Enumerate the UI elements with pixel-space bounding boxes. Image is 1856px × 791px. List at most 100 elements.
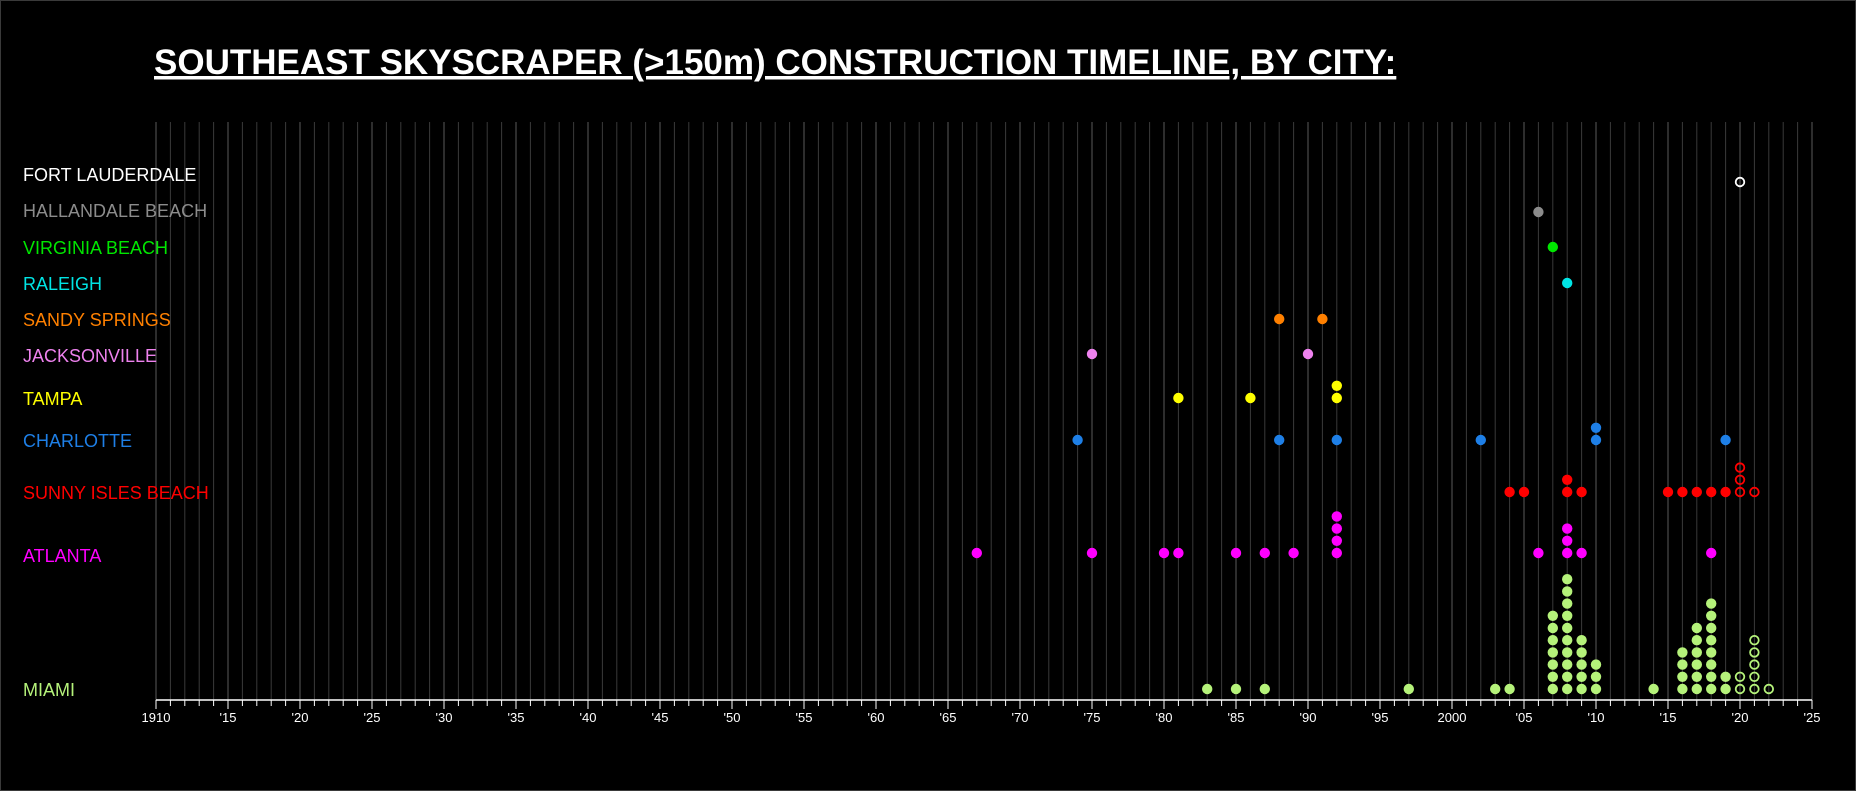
data-point-completed: [1562, 586, 1573, 597]
data-point-completed: [1590, 422, 1602, 433]
grid-lines: [155, 122, 1813, 700]
data-point-completed: [1331, 392, 1343, 404]
data-point-completed: [1245, 392, 1256, 404]
data-point-under-construction: [1749, 635, 1760, 646]
data-point-completed: [1677, 647, 1688, 658]
data-point-completed: [1562, 277, 1573, 289]
x-tick-label: '15: [220, 710, 237, 725]
data-point-completed: [1259, 683, 1271, 695]
data-point-completed: [1691, 622, 1703, 634]
x-tick-label: '20: [292, 710, 309, 725]
data-point-completed: [1547, 647, 1559, 658]
data-point-completed: [1706, 547, 1717, 559]
data-point-completed: [1403, 683, 1415, 695]
data-point-completed: [1691, 647, 1703, 658]
data-point-completed: [1677, 671, 1688, 682]
data-point-under-construction: [1734, 683, 1746, 695]
data-point-completed: [1706, 635, 1717, 646]
data-point-completed: [1576, 671, 1587, 682]
x-tick-label: '25: [364, 710, 381, 725]
data-point-completed: [1331, 535, 1343, 546]
data-point-completed: [1590, 659, 1602, 670]
data-point-completed: [1317, 313, 1328, 325]
data-point-completed: [1331, 523, 1343, 534]
series-label: VIRGINIA BEACH: [23, 238, 168, 258]
x-tick-label: '85: [1228, 710, 1245, 725]
data-point-completed: [1720, 671, 1731, 682]
data-point-completed: [1706, 622, 1717, 634]
data-point-completed: [1158, 547, 1170, 559]
data-point-completed: [1720, 683, 1731, 695]
data-point-completed: [1562, 598, 1573, 609]
data-point-completed: [1331, 511, 1343, 522]
data-point-completed: [1547, 610, 1559, 621]
data-point-completed: [1504, 486, 1515, 498]
x-tick-label: '65: [940, 710, 957, 725]
data-point-completed: [1086, 547, 1098, 559]
data-point-completed: [1691, 486, 1703, 498]
data-point-completed: [1562, 622, 1573, 634]
series-label: CHARLOTTE: [23, 431, 132, 451]
data-point-completed: [1576, 547, 1587, 559]
series-label: FORT LAUDERDALE: [23, 165, 196, 185]
x-tick-label: '50: [724, 710, 741, 725]
data-point-completed: [1648, 683, 1659, 695]
x-tick-label: '20: [1732, 710, 1749, 725]
data-point-completed: [1274, 434, 1285, 446]
data-point-under-construction: [1734, 462, 1746, 473]
data-point-completed: [1259, 547, 1271, 559]
data-point-under-construction: [1734, 671, 1746, 683]
data-point-completed: [1562, 535, 1573, 546]
data-point-completed: [971, 547, 982, 559]
data-point-completed: [1691, 683, 1703, 695]
data-point-completed: [1331, 434, 1343, 446]
data-point-completed: [1202, 683, 1213, 695]
data-point-completed: [1720, 434, 1731, 446]
data-point-completed: [1288, 547, 1299, 559]
data-point-completed: [1547, 683, 1559, 695]
x-tick-label: '40: [580, 710, 597, 725]
x-tick-label: 1910: [142, 710, 171, 725]
series-label: JACKSONVILLE: [23, 346, 157, 366]
data-point-completed: [1475, 434, 1487, 446]
data-point-completed: [1230, 547, 1242, 559]
data-point-completed: [1677, 659, 1688, 670]
x-tick-label: '75: [1084, 710, 1101, 725]
data-point-under-construction: [1749, 683, 1760, 695]
x-tick-label: '35: [508, 710, 525, 725]
data-point-completed: [1518, 486, 1530, 498]
data-point-under-construction: [1734, 486, 1746, 498]
data-point-under-construction: [1734, 474, 1746, 486]
series-label: TAMPA: [23, 389, 82, 409]
data-point-completed: [1173, 392, 1184, 404]
data-point-completed: [1562, 474, 1573, 485]
x-tick-label: '55: [796, 710, 813, 725]
data-point-under-construction: [1763, 683, 1775, 695]
data-point-completed: [1576, 486, 1587, 498]
data-point-completed: [1706, 598, 1717, 609]
data-point-completed: [1576, 647, 1587, 658]
data-point-completed: [1274, 313, 1285, 325]
data-point-completed: [1331, 380, 1343, 391]
data-point-completed: [1547, 622, 1559, 634]
data-point-completed: [1706, 610, 1717, 621]
x-tick-label: '90: [1300, 710, 1317, 725]
data-point-completed: [1706, 683, 1717, 695]
data-point-completed: [1677, 683, 1688, 695]
data-point-completed: [1504, 683, 1515, 695]
data-point-completed: [1562, 635, 1573, 646]
data-point-under-construction: [1749, 671, 1760, 683]
data-point-completed: [1547, 635, 1559, 646]
data-point-completed: [1562, 547, 1573, 559]
data-points: [971, 176, 1775, 695]
data-point-completed: [1691, 671, 1703, 682]
data-point-completed: [1590, 434, 1602, 446]
x-tick-label: '80: [1156, 710, 1173, 725]
data-point-completed: [1562, 659, 1573, 670]
data-point-completed: [1562, 574, 1573, 585]
x-tick-label: '60: [868, 710, 885, 725]
x-tick-label: '15: [1660, 710, 1677, 725]
data-point-completed: [1490, 683, 1501, 695]
data-point-completed: [1691, 659, 1703, 670]
data-point-completed: [1562, 683, 1573, 695]
